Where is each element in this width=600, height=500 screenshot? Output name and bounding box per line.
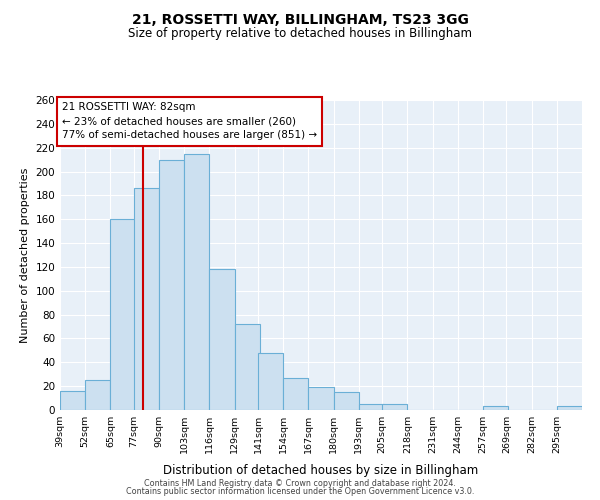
Bar <box>382 404 407 410</box>
Y-axis label: Number of detached properties: Number of detached properties <box>20 168 30 342</box>
Bar <box>359 404 384 410</box>
Text: Contains HM Land Registry data © Crown copyright and database right 2024.: Contains HM Land Registry data © Crown c… <box>144 478 456 488</box>
Bar <box>557 406 582 410</box>
Bar <box>334 392 359 410</box>
Text: 21 ROSSETTI WAY: 82sqm
← 23% of detached houses are smaller (260)
77% of semi-de: 21 ROSSETTI WAY: 82sqm ← 23% of detached… <box>62 102 317 141</box>
Bar <box>209 270 235 410</box>
Bar <box>308 388 334 410</box>
Bar <box>258 353 283 410</box>
Bar <box>483 406 508 410</box>
Text: Size of property relative to detached houses in Billingham: Size of property relative to detached ho… <box>128 28 472 40</box>
Bar <box>159 160 184 410</box>
Bar <box>60 391 85 410</box>
Bar <box>235 324 260 410</box>
Text: Contains public sector information licensed under the Open Government Licence v3: Contains public sector information licen… <box>126 487 474 496</box>
Text: 21, ROSSETTI WAY, BILLINGHAM, TS23 3GG: 21, ROSSETTI WAY, BILLINGHAM, TS23 3GG <box>131 12 469 26</box>
Bar <box>110 219 136 410</box>
Bar <box>184 154 209 410</box>
Bar <box>134 188 159 410</box>
X-axis label: Distribution of detached houses by size in Billingham: Distribution of detached houses by size … <box>163 464 479 477</box>
Bar <box>85 380 110 410</box>
Bar <box>283 378 308 410</box>
